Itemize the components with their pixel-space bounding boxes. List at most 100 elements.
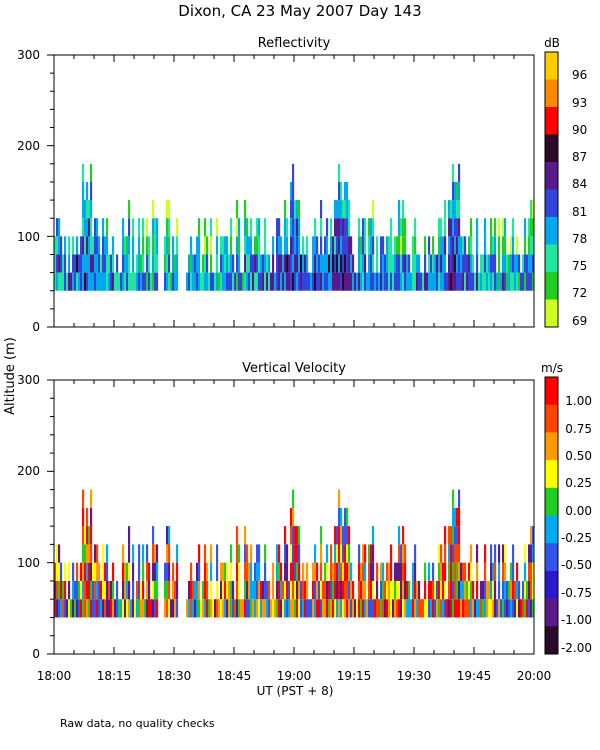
data-cell xyxy=(484,254,487,273)
data-cell xyxy=(322,254,325,273)
data-cell xyxy=(234,272,237,291)
colorbar-swatch xyxy=(545,299,558,328)
data-cell xyxy=(320,544,323,563)
data-cell xyxy=(96,580,99,600)
colorbar-label: -0.25 xyxy=(561,531,592,545)
data-cell xyxy=(258,236,261,255)
data-cell xyxy=(206,580,209,600)
data-cell xyxy=(238,236,241,255)
colorbar-swatch xyxy=(545,570,558,599)
data-cell xyxy=(102,580,105,600)
data-cell xyxy=(256,254,259,273)
data-cell xyxy=(454,272,457,291)
data-cell xyxy=(336,544,339,563)
colorbar-swatch xyxy=(545,272,558,300)
data-cell xyxy=(374,599,377,618)
data-cell xyxy=(350,599,353,618)
data-cell xyxy=(360,562,363,581)
data-cell xyxy=(210,236,213,255)
reflectivity-colorbar-labels: 96 93 90 87 84 81 78 75 72 69 xyxy=(572,68,587,328)
data-cell xyxy=(510,254,513,273)
data-cell xyxy=(364,580,367,600)
data-cell xyxy=(258,580,261,600)
data-cell xyxy=(126,580,129,600)
data-cell xyxy=(80,272,83,291)
data-cell xyxy=(294,272,297,291)
data-cell xyxy=(226,272,229,291)
data-cell xyxy=(190,580,193,600)
data-cell xyxy=(312,562,315,581)
data-cell xyxy=(204,254,207,273)
data-cell xyxy=(462,562,465,581)
data-cell xyxy=(360,236,363,255)
data-cell xyxy=(440,599,443,618)
data-cell xyxy=(142,599,145,618)
colorbar-label: 81 xyxy=(572,205,587,219)
data-cell xyxy=(204,599,207,618)
data-cell xyxy=(250,254,253,273)
data-cell xyxy=(470,544,473,563)
data-cell xyxy=(290,218,293,237)
data-cell xyxy=(64,562,67,581)
data-cell xyxy=(150,272,153,291)
data-cell xyxy=(372,218,375,237)
data-cell xyxy=(448,544,451,563)
data-cell xyxy=(90,272,93,291)
data-cell xyxy=(116,599,119,618)
data-cell xyxy=(234,599,237,618)
data-cell xyxy=(92,599,95,618)
data-cell xyxy=(156,218,159,237)
data-cell xyxy=(462,599,465,618)
data-cell xyxy=(464,254,467,273)
data-cell xyxy=(102,599,105,618)
data-cell xyxy=(416,254,419,273)
data-cell xyxy=(324,580,327,600)
data-cell xyxy=(442,580,445,600)
data-cell xyxy=(474,599,477,618)
data-cell xyxy=(430,580,433,600)
data-cell xyxy=(452,580,455,600)
data-cell xyxy=(344,200,347,219)
data-cell xyxy=(248,254,251,273)
data-cell xyxy=(484,218,487,237)
data-cell xyxy=(300,580,303,600)
data-cell xyxy=(472,272,475,291)
data-cell xyxy=(524,272,527,291)
data-cell xyxy=(228,580,231,600)
data-cell xyxy=(200,599,203,618)
data-cell xyxy=(338,218,341,237)
data-cell xyxy=(520,272,523,291)
data-cell xyxy=(252,254,255,273)
data-cell xyxy=(210,272,213,291)
data-cell xyxy=(486,599,489,618)
data-cell xyxy=(100,580,103,600)
data-cell xyxy=(488,580,491,600)
data-cell xyxy=(464,562,467,581)
data-cell xyxy=(320,254,323,273)
data-cell xyxy=(134,599,137,618)
reflectivity-y-ticklabels: 0 100 200 300 xyxy=(17,48,40,334)
data-cell xyxy=(66,272,69,291)
data-cell xyxy=(458,272,461,291)
data-cell xyxy=(456,580,459,600)
data-cell xyxy=(398,272,401,291)
data-cell xyxy=(460,580,463,600)
data-cell xyxy=(340,200,343,219)
data-cell xyxy=(418,272,421,291)
data-cell xyxy=(528,272,531,291)
data-cell xyxy=(516,272,519,291)
data-cell xyxy=(292,218,295,237)
data-cell xyxy=(426,599,429,618)
data-cell xyxy=(398,254,401,273)
data-cell xyxy=(90,236,93,255)
data-cell xyxy=(454,526,457,545)
data-cell xyxy=(150,599,153,618)
data-cell xyxy=(226,562,229,581)
data-cell xyxy=(170,272,173,291)
data-cell xyxy=(392,599,395,618)
data-cell xyxy=(226,254,229,273)
data-cell xyxy=(480,599,483,618)
data-cell xyxy=(336,599,339,618)
data-cell xyxy=(264,236,267,255)
data-cell xyxy=(358,599,361,618)
